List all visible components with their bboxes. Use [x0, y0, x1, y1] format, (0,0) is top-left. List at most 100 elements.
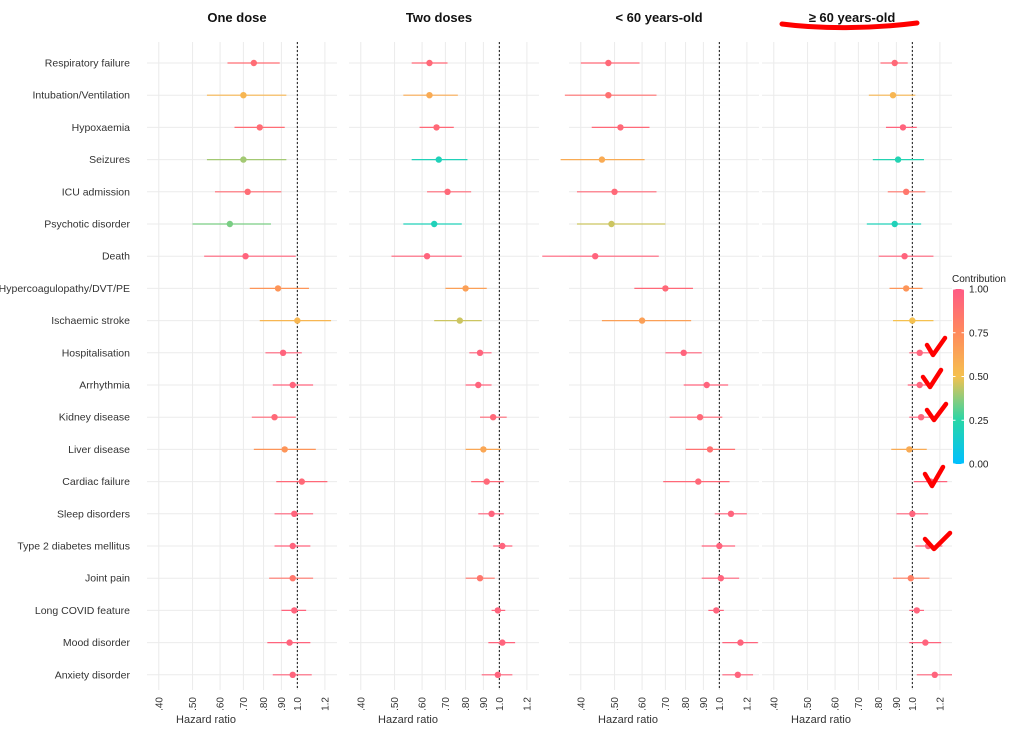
- x-tick-label: 1.0: [715, 697, 726, 711]
- x-tick-label: 1.0: [293, 697, 304, 711]
- row-label: Arrhythmia: [79, 380, 130, 392]
- x-tick-label: .40: [576, 697, 587, 711]
- hazard-ratio-point: [717, 575, 725, 582]
- hazard-ratio-point: [891, 59, 898, 67]
- x-tick-label: .70: [661, 697, 672, 711]
- x-tick-label: .60: [638, 697, 649, 711]
- hazard-ratio-point: [662, 285, 669, 292]
- legend-tick-label: 0.25: [969, 416, 989, 427]
- x-tick-label: .50: [390, 697, 401, 711]
- hazard-ratio-point: [271, 414, 278, 421]
- hazard-ratio-point: [499, 542, 506, 550]
- hazard-ratio-point: [256, 124, 263, 131]
- legend-tick-label: 0.50: [969, 372, 989, 383]
- hazard-ratio-point: [913, 607, 920, 614]
- hazard-ratio-point: [240, 156, 247, 163]
- row-label: Death: [102, 251, 130, 263]
- row-labels: Respiratory failure Intubation/Ventilatio…: [0, 58, 130, 682]
- hazard-ratio-point: [617, 124, 624, 131]
- x-tick-label: .50: [803, 697, 814, 711]
- hazard-ratio-point: [430, 220, 438, 228]
- hazard-ratio-point: [298, 478, 305, 485]
- row-label: Type 2 diabetes mellitus: [17, 541, 130, 553]
- hazard-ratio-point: [494, 671, 502, 678]
- row-label: Intubation/Ventilation: [33, 90, 131, 102]
- hazard-ratio-point: [476, 575, 484, 582]
- hazard-ratio-point: [917, 414, 925, 421]
- row-label: Liver disease: [68, 444, 130, 456]
- red-check-mark-3: [924, 401, 949, 423]
- hazard-ratio-point: [901, 253, 908, 260]
- hazard-ratio-point: [906, 446, 913, 453]
- hazard-ratio-point: [286, 639, 293, 646]
- x-tick-label: 1.2: [320, 697, 331, 711]
- hazard-ratio-point: [889, 92, 897, 99]
- x-tick-label: .80: [681, 697, 692, 711]
- hazard-ratio-point: [611, 188, 618, 195]
- hazard-ratio-point: [706, 446, 714, 453]
- red-check-mark-1: [924, 335, 948, 358]
- panel-title: One dose: [207, 10, 266, 25]
- hazard-ratio-point: [916, 349, 923, 356]
- row-label: Anxiety disorder: [55, 669, 131, 681]
- row-label: Respiratory failure: [45, 58, 130, 70]
- panel-4: ≥ 60 years-old .40 .50 .60 .70 .80 .90 1.0 1.2 Ha…: [762, 10, 952, 726]
- x-tick-label: 1.2: [522, 697, 533, 711]
- hazard-ratio-point: [734, 671, 742, 678]
- hazard-ratio-point: [891, 220, 898, 228]
- hazard-ratio-point: [444, 188, 451, 195]
- x-tick-label: .80: [461, 697, 472, 711]
- hazard-ratio-point: [240, 92, 247, 99]
- hazard-ratio-point: [902, 285, 910, 292]
- row-label: ICU admission: [62, 186, 130, 198]
- hazard-ratio-point: [488, 510, 495, 517]
- hazard-ratio-point: [462, 285, 469, 292]
- hazard-ratio-point: [475, 381, 482, 389]
- hazard-ratio-point: [480, 446, 487, 453]
- row-label: Ischaemic stroke: [51, 315, 130, 327]
- x-tick-label: .90: [277, 697, 288, 711]
- legend-title: Contribution: [952, 274, 1006, 285]
- hazard-ratio-point: [638, 317, 646, 324]
- hazard-ratio-point: [608, 220, 615, 228]
- x-tick-label: 1.2: [935, 697, 946, 711]
- row-label: Mood disorder: [63, 637, 131, 649]
- hazard-ratio-point: [909, 317, 916, 324]
- hazard-ratio-point: [226, 220, 234, 228]
- x-tick-label: .90: [699, 697, 710, 711]
- x-tick-label: .50: [188, 697, 199, 711]
- hazard-ratio-point: [426, 59, 433, 67]
- x-tick-label: .40: [356, 697, 367, 711]
- hazard-ratio-point: [456, 317, 464, 324]
- hazard-ratio-point: [289, 671, 296, 678]
- red-underline-annotation: [779, 20, 920, 31]
- red-check-mark-5: [922, 530, 953, 552]
- row-label: Long COVID feature: [35, 605, 130, 617]
- hazard-ratio-point: [737, 639, 744, 646]
- row-label: Hypercoagulopathy/DVT/PE: [0, 283, 130, 295]
- hazard-ratio-point: [281, 446, 288, 453]
- x-tick-label: .60: [418, 697, 429, 711]
- x-tick-label: .80: [874, 697, 885, 711]
- panel-title: Two doses: [406, 10, 472, 25]
- red-check-mark-2: [920, 367, 944, 390]
- hazard-ratio-point: [289, 575, 296, 582]
- hazard-ratio-point: [476, 349, 484, 356]
- x-tick-label: .70: [239, 697, 250, 711]
- x-axis-title: Hazard ratio: [176, 714, 236, 726]
- legend-tick-label: 0.00: [969, 460, 989, 471]
- hazard-ratio-point: [716, 542, 723, 550]
- hazard-ratio-point: [605, 59, 612, 67]
- hazard-ratio-point: [289, 381, 296, 389]
- hazard-ratio-point: [435, 156, 442, 163]
- legend-color-bar: [953, 289, 964, 464]
- hazard-ratio-point: [489, 414, 497, 421]
- hazard-ratio-point: [680, 349, 687, 356]
- x-tick-label: .60: [831, 697, 842, 711]
- panel-title: < 60 years-old: [615, 10, 702, 25]
- x-tick-label: .90: [892, 697, 903, 711]
- hazard-ratio-point: [494, 607, 502, 614]
- hazard-ratio-point: [696, 414, 704, 421]
- hazard-ratio-point: [916, 381, 923, 389]
- row-label: Hypoxaemia: [72, 122, 131, 134]
